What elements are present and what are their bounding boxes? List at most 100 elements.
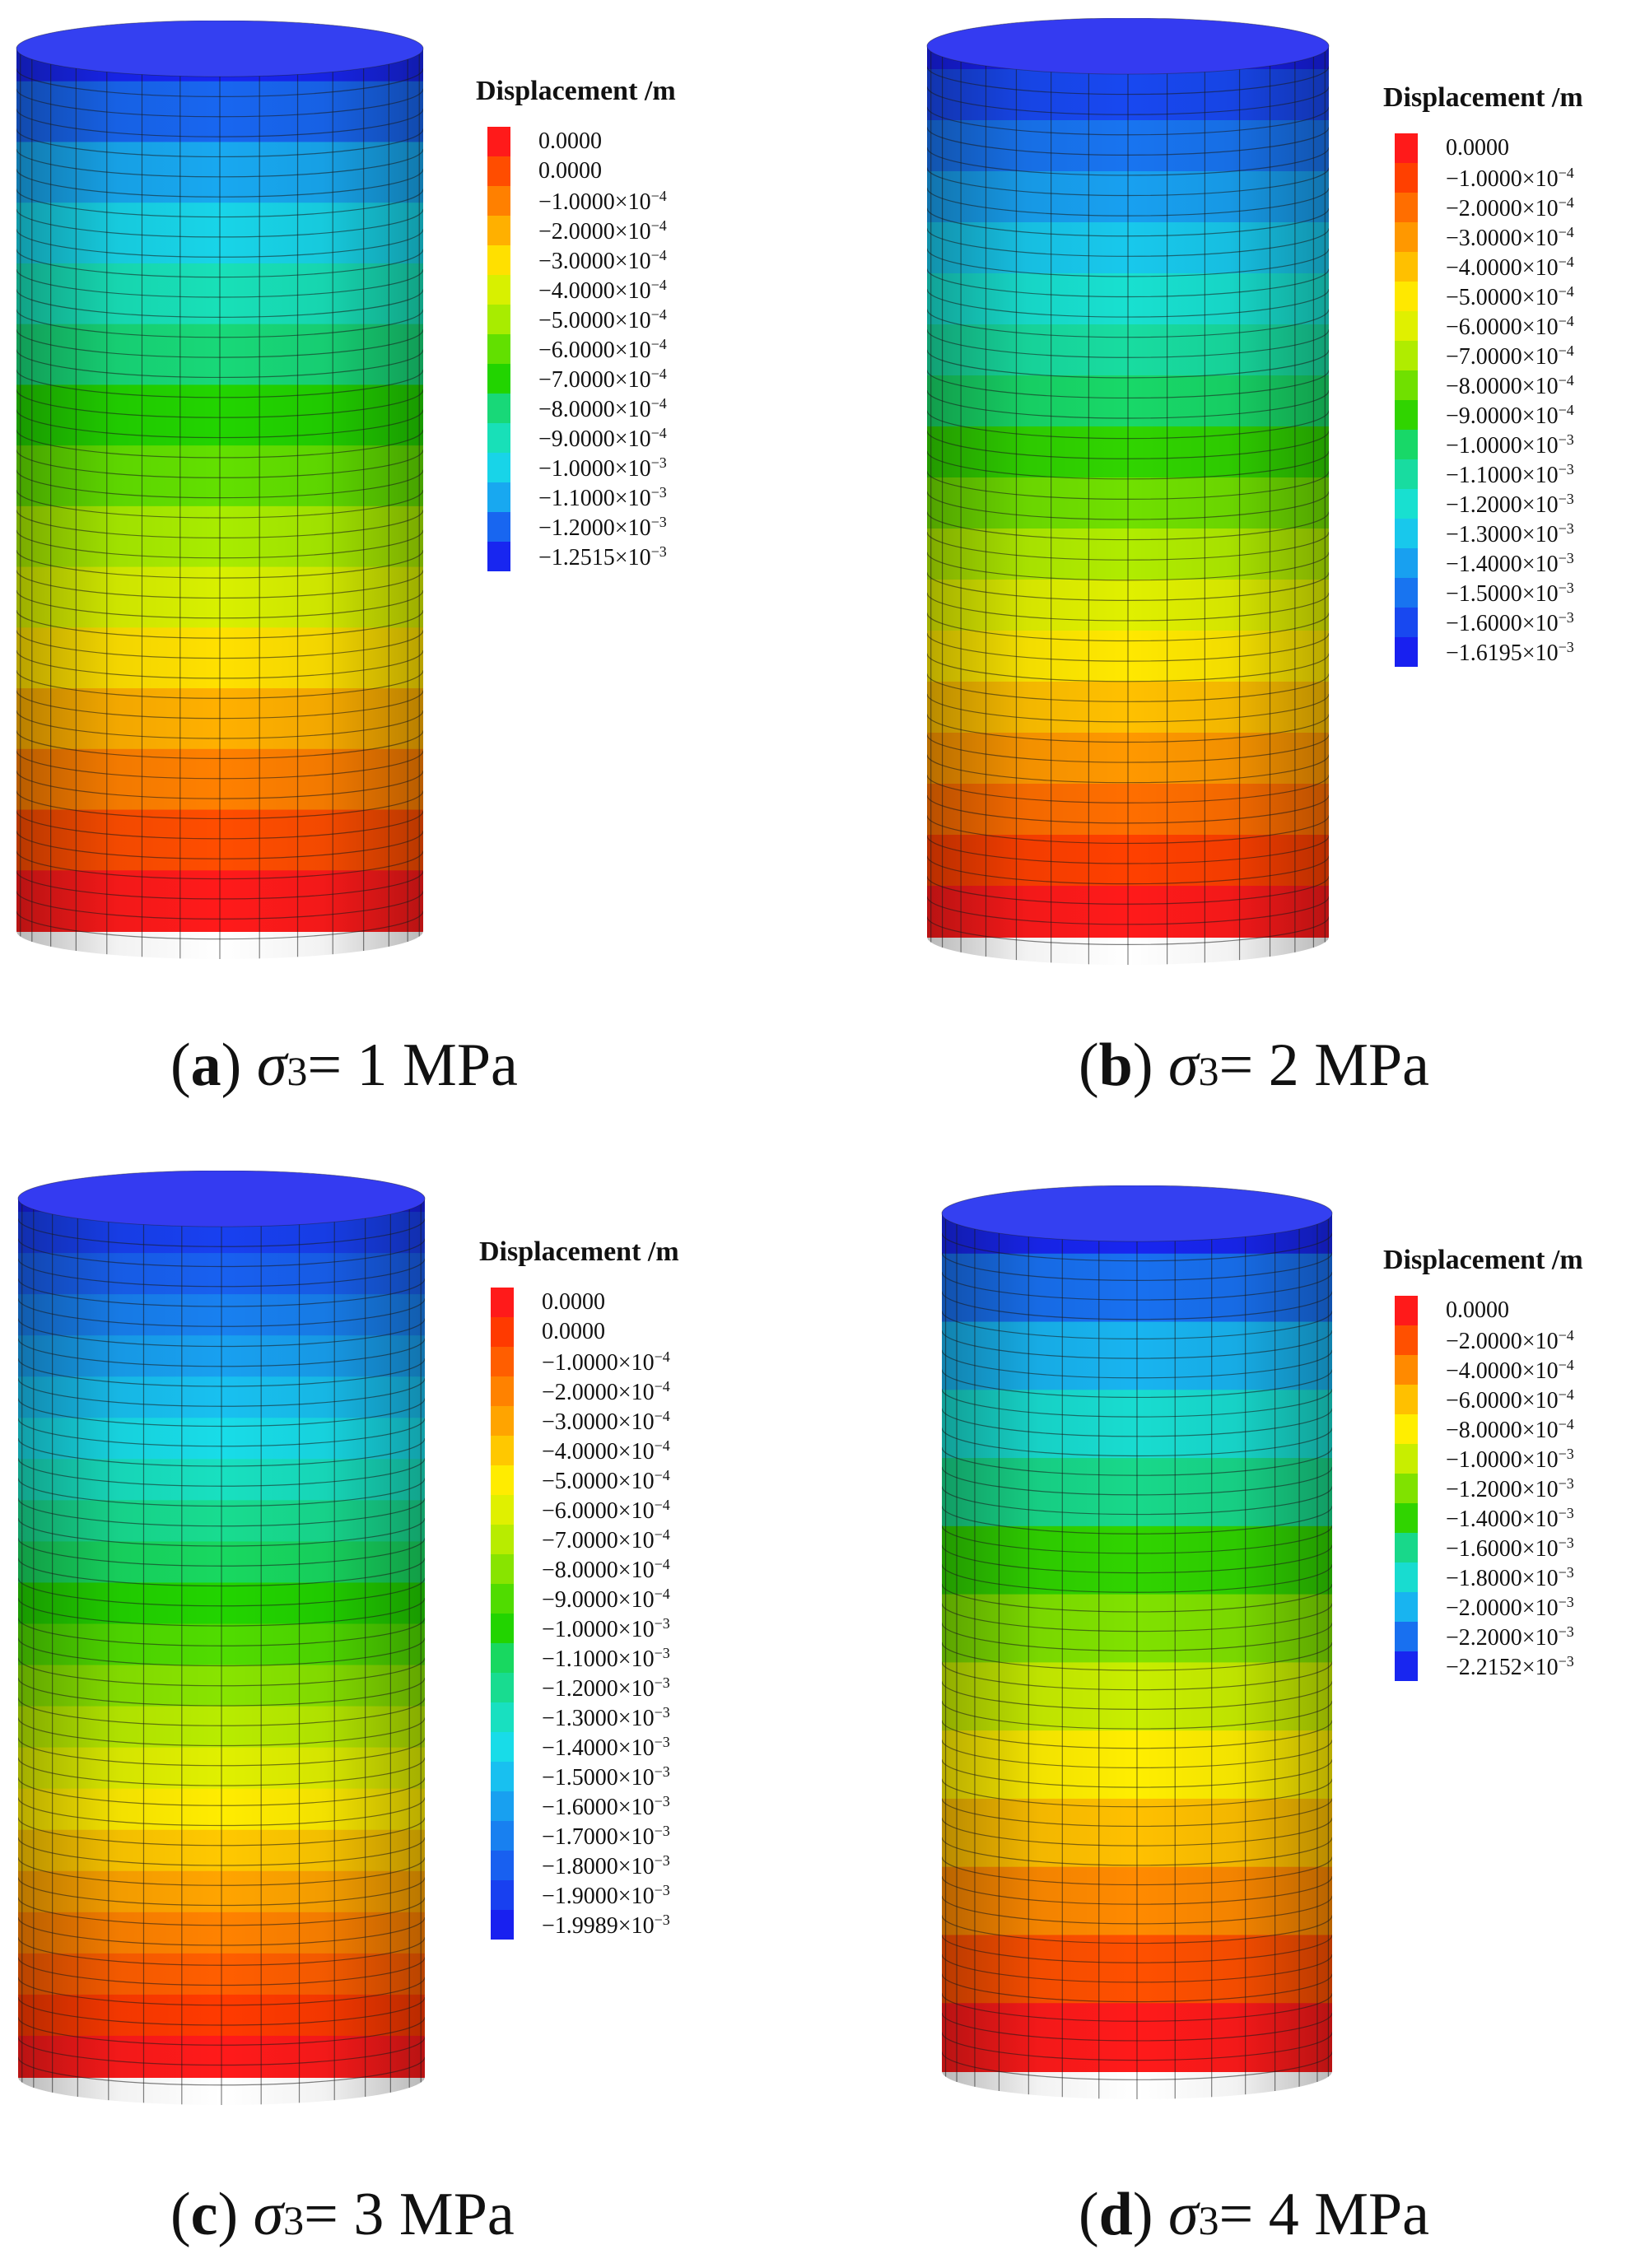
legend-label: −1.1000×10−3 xyxy=(538,483,667,511)
legend-row: −1.9989×10−3 xyxy=(491,1910,670,1940)
legend-row: 0.0000 xyxy=(491,1288,605,1317)
legend-swatch xyxy=(1395,133,1418,163)
legend-label: −1.5000×10−3 xyxy=(542,1763,670,1791)
legend-label: −3.0000×10−4 xyxy=(1446,223,1574,251)
legend-swatch xyxy=(491,1851,514,1880)
legend-label: −1.8000×10−3 xyxy=(1446,1563,1574,1591)
legend-label: −4.0000×10−4 xyxy=(542,1437,670,1465)
legend-label: −2.2000×10−3 xyxy=(1446,1623,1574,1651)
legend-swatch xyxy=(491,1317,514,1347)
legend-label: −1.4000×10−3 xyxy=(1446,549,1574,577)
legend-swatch xyxy=(491,1554,514,1584)
legend-label: −1.0000×10−4 xyxy=(542,1348,670,1376)
legend-swatch xyxy=(1395,1474,1418,1503)
cylinder-top-cap xyxy=(941,1185,1333,1242)
legend-swatch xyxy=(1395,1325,1418,1355)
legend-title-c: Displacement /m xyxy=(479,1236,679,1267)
legend-label: −7.0000×10−4 xyxy=(538,365,667,393)
legend-label: −1.5000×10−3 xyxy=(1446,579,1574,607)
legend-swatch xyxy=(1395,1503,1418,1533)
legend-swatch xyxy=(1395,1562,1418,1592)
legend-label: 0.0000 xyxy=(1446,1297,1509,1323)
legend-swatch xyxy=(491,1347,514,1376)
legend-row: −1.8000×10−3 xyxy=(1395,1562,1574,1592)
legend-swatch xyxy=(487,156,510,186)
legend-label: −2.0000×10−4 xyxy=(542,1377,670,1405)
legend-label: 0.0000 xyxy=(538,128,602,154)
legend-label: 0.0000 xyxy=(542,1289,605,1315)
cylinder-d xyxy=(941,1185,1333,2099)
legend-label: −9.0000×10−4 xyxy=(542,1585,670,1613)
legend-title-a: Displacement /m xyxy=(476,76,676,106)
legend-swatch xyxy=(1395,430,1418,459)
legend-label: −6.0000×10−4 xyxy=(1446,1385,1574,1413)
legend-swatch xyxy=(491,1525,514,1554)
legend-row: 0.0000 xyxy=(1395,133,1509,163)
legend-row: −1.2000×10−3 xyxy=(1395,1474,1574,1503)
legend-label: −1.3000×10−3 xyxy=(542,1703,670,1731)
cylinder-top-cap xyxy=(926,18,1330,75)
legend-label: −3.0000×10−4 xyxy=(538,246,667,274)
legend-row: −4.0000×10−4 xyxy=(491,1436,670,1465)
legend-row: −1.1000×10−3 xyxy=(1395,459,1574,489)
legend-swatch xyxy=(491,1436,514,1465)
legend-row: 0.0000 xyxy=(487,127,602,156)
cylinder-top-cap xyxy=(16,21,424,77)
legend-row: −3.0000×10−4 xyxy=(1395,222,1574,252)
legend-row: −1.1000×10−3 xyxy=(487,482,667,512)
legend-swatch xyxy=(491,1643,514,1673)
legend-swatch xyxy=(1395,1355,1418,1385)
legend-title-d: Displacement /m xyxy=(1383,1245,1583,1275)
legend-label: −3.0000×10−4 xyxy=(542,1407,670,1435)
legend-swatch xyxy=(1395,1533,1418,1562)
legend-row: −2.0000×10−4 xyxy=(1395,1325,1574,1355)
legend-label: −6.0000×10−4 xyxy=(1446,312,1574,340)
legend-swatch xyxy=(491,1702,514,1732)
legend-label: −1.0000×10−3 xyxy=(1446,1445,1574,1473)
legend-row: −1.2515×10−3 xyxy=(487,542,667,571)
legend-row: −9.0000×10−4 xyxy=(491,1584,670,1614)
legend-swatch xyxy=(1395,459,1418,489)
legend-row: −1.0000×10−3 xyxy=(1395,1444,1574,1474)
legend-label: −1.2000×10−3 xyxy=(1446,490,1574,518)
legend-swatch xyxy=(1395,252,1418,282)
legend-row: −1.6000×10−3 xyxy=(491,1791,670,1821)
legend-label: −2.0000×10−4 xyxy=(1446,193,1574,221)
legend-swatch xyxy=(1395,193,1418,222)
legend-row: −1.2000×10−3 xyxy=(491,1673,670,1702)
legend-swatch xyxy=(491,1584,514,1614)
legend-row: −1.0000×10−4 xyxy=(1395,163,1574,193)
legend-label: −6.0000×10−4 xyxy=(542,1496,670,1524)
legend-label: −1.2000×10−3 xyxy=(538,513,667,541)
legend-label: −1.9000×10−3 xyxy=(542,1881,670,1909)
legend-row: −1.0000×10−3 xyxy=(1395,430,1574,459)
legend-swatch xyxy=(487,512,510,542)
legend-swatch xyxy=(487,423,510,453)
legend-label: −1.4000×10−3 xyxy=(1446,1504,1574,1532)
legend-label: −9.0000×10−4 xyxy=(538,424,667,452)
legend-swatch xyxy=(1395,608,1418,637)
legend-swatch xyxy=(487,216,510,245)
legend-label: −1.2000×10−3 xyxy=(1446,1474,1574,1502)
legend-row: −7.0000×10−4 xyxy=(487,364,667,394)
legend-row: −6.0000×10−4 xyxy=(487,334,667,364)
legend-row: −1.4000×10−3 xyxy=(491,1732,670,1762)
caption-b: (b) σ3= 2 MPa xyxy=(1079,1032,1429,1099)
legend-label: −9.0000×10−4 xyxy=(1446,401,1574,429)
caption-d: (d) σ3= 4 MPa xyxy=(1079,2181,1429,2248)
legend-swatch xyxy=(1395,578,1418,608)
legend-swatch xyxy=(1395,1414,1418,1444)
legend-swatch xyxy=(491,1762,514,1791)
legend-label: −1.6000×10−3 xyxy=(1446,608,1574,636)
legend-label: −2.0000×10−4 xyxy=(538,217,667,244)
legend-swatch xyxy=(1395,1444,1418,1474)
legend-label: 0.0000 xyxy=(538,158,602,184)
legend-swatch xyxy=(1395,341,1418,370)
legend-row: −8.0000×10−4 xyxy=(487,394,667,423)
legend-row: −5.0000×10−4 xyxy=(491,1465,670,1495)
legend-row: −4.0000×10−4 xyxy=(1395,252,1574,282)
legend-swatch xyxy=(487,364,510,394)
legend-row: −3.0000×10−4 xyxy=(491,1406,670,1436)
legend-row: −4.0000×10−4 xyxy=(487,275,667,305)
legend-swatch xyxy=(1395,400,1418,430)
